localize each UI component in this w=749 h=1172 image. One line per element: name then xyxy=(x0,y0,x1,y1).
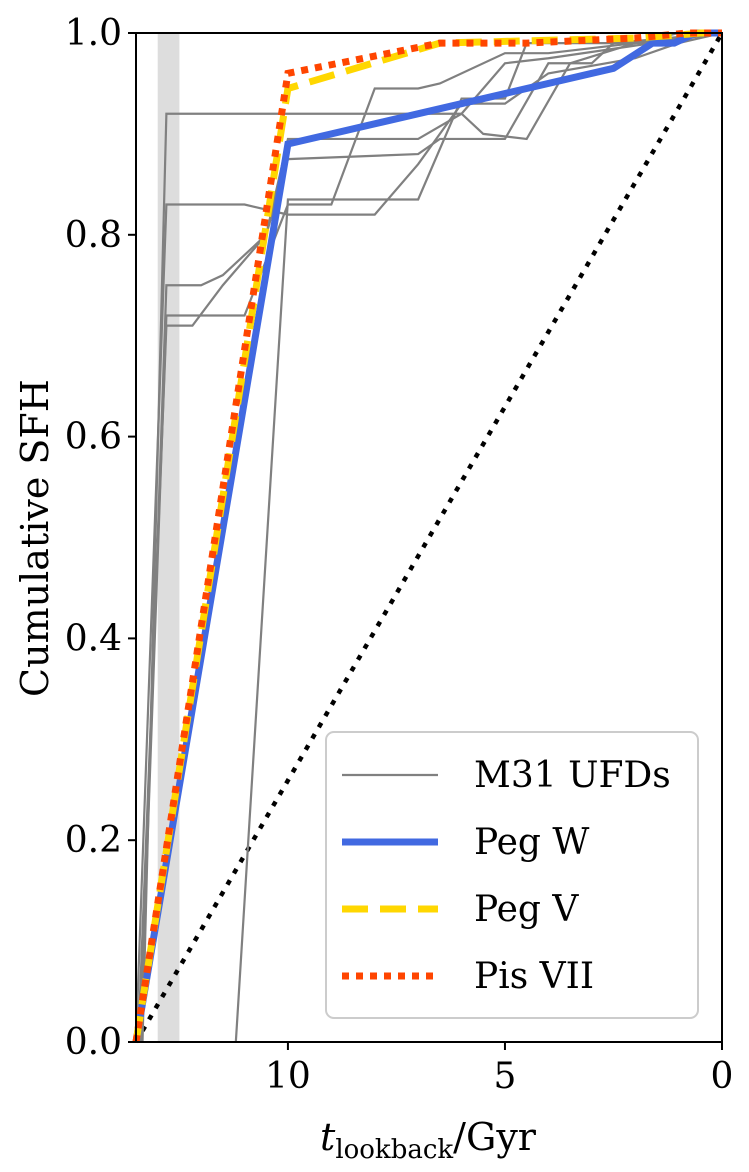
y-tick-label: 0.0 xyxy=(65,1022,122,1063)
x-axis-label-subscript: lookback xyxy=(335,1135,453,1165)
x-tick-label: 10 xyxy=(265,1056,311,1097)
x-tick-label: 0 xyxy=(711,1056,734,1097)
y-tick-label: 0.8 xyxy=(65,215,122,256)
y-tick-label: 1.0 xyxy=(65,13,122,54)
x-axis-label: tlookback/Gyr xyxy=(320,1115,537,1165)
legend-label: Peg W xyxy=(474,822,589,863)
x-tick-label: 5 xyxy=(494,1056,517,1097)
series-line-5 xyxy=(139,31,723,1043)
legend-label: M31 UFDs xyxy=(474,755,671,796)
legend-label: Peg V xyxy=(474,889,579,930)
y-tick-label: 0.4 xyxy=(65,618,122,659)
series-line-2 xyxy=(137,31,723,1043)
y-tick-label: 0.2 xyxy=(65,820,122,861)
x-axis-label-unit: /Gyr xyxy=(453,1115,537,1159)
y-tick-label: 0.6 xyxy=(65,417,122,458)
y-axis-label: Cumulative SFH xyxy=(13,379,57,697)
series-line-3 xyxy=(134,31,723,1043)
x-axis-label-main: t xyxy=(320,1115,336,1159)
ticks-layer: 0.0 0.2 0.4 0.6 0.8 1.0 10 5 0 xyxy=(65,13,734,1097)
plot-frame xyxy=(135,32,723,1043)
legend: M31 UFDs Peg W Peg V Pis VII xyxy=(325,731,699,1019)
legend-label: Pis VII xyxy=(474,956,594,997)
legend-box xyxy=(325,731,699,1019)
series-line-8 xyxy=(132,29,722,1043)
